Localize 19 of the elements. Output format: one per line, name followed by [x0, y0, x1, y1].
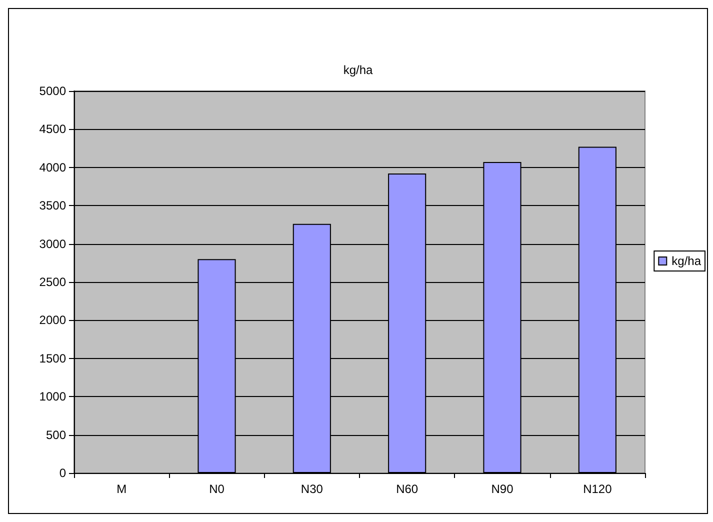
x-tick-label: N90 [491, 482, 514, 496]
y-tick-label: 4000 [39, 160, 66, 174]
x-tick-label: N120 [583, 482, 612, 496]
x-tick-label: M [116, 482, 127, 496]
y-tick-label: 2500 [39, 275, 66, 289]
y-tick-label: 3500 [39, 198, 66, 213]
y-tick-label: 4500 [39, 122, 66, 136]
y-tick-label: 1000 [39, 390, 66, 404]
legend-label: kg/ha [672, 254, 702, 268]
x-tick-label: N60 [396, 482, 418, 496]
x-tick-label: N30 [300, 482, 324, 496]
x-tick-label: N0 [209, 482, 225, 496]
y-tick-label: 1500 [39, 351, 66, 366]
y-tick-label: 500 [46, 428, 66, 442]
y-tick-label: 0 [59, 466, 66, 480]
y-tick-label: 3000 [39, 236, 66, 251]
chart-title: kg/ha [343, 63, 373, 77]
y-tick-label: 2000 [39, 313, 66, 328]
y-tick-label: 5000 [39, 84, 66, 98]
